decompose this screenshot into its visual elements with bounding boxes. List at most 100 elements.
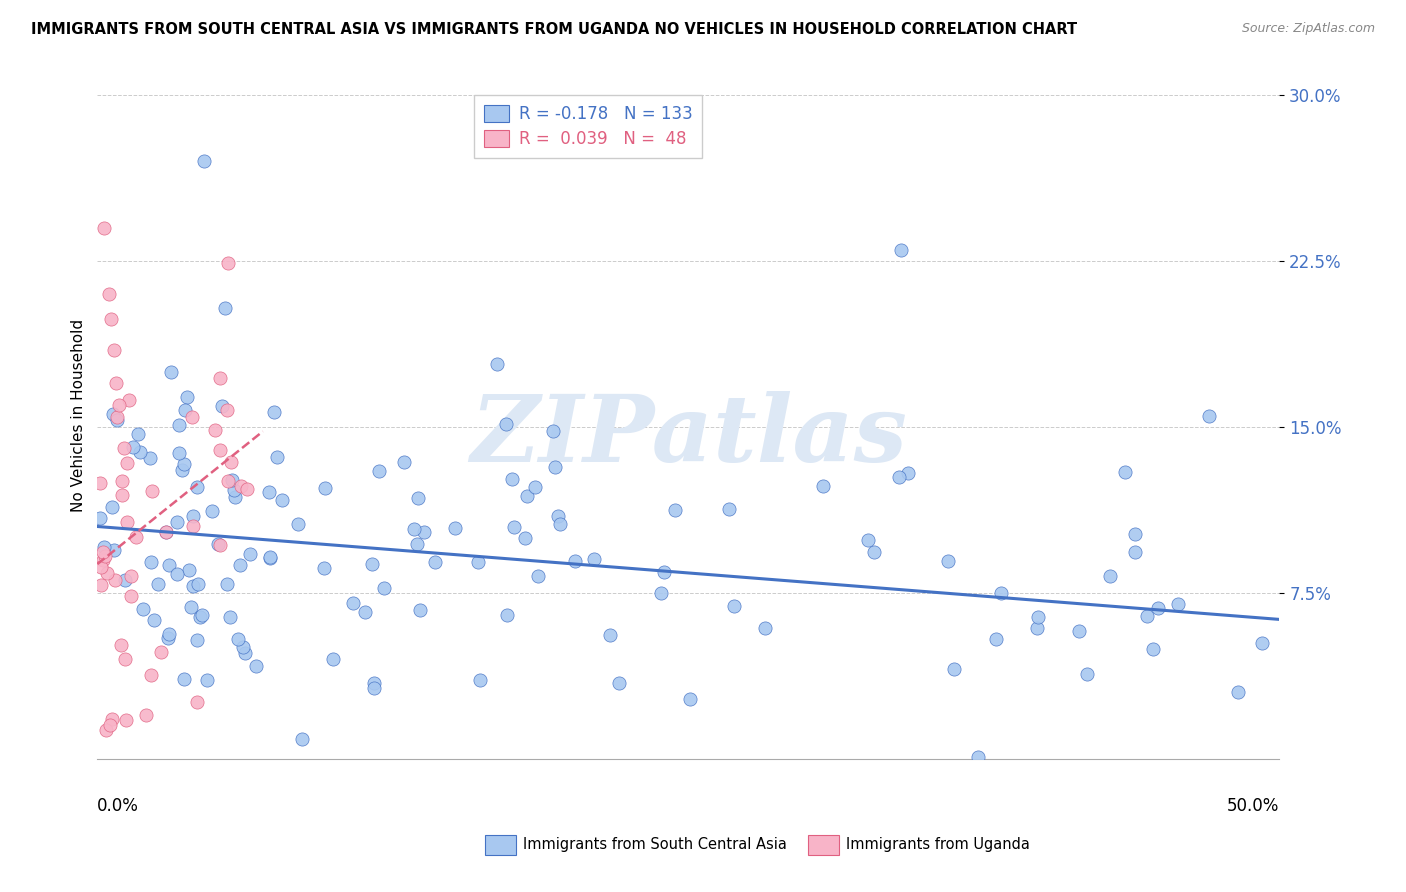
Point <box>224 490 246 504</box>
Point <box>115 713 138 727</box>
Point <box>229 558 252 572</box>
Point <box>363 676 385 690</box>
Point <box>287 516 309 531</box>
Point <box>96 723 118 738</box>
Point <box>413 525 436 540</box>
Point <box>93 544 115 558</box>
Point <box>312 560 335 574</box>
Point <box>96 566 118 581</box>
Point <box>139 450 162 465</box>
Point <box>501 472 523 486</box>
Point <box>495 417 517 431</box>
Point <box>564 554 586 568</box>
Point <box>679 691 702 706</box>
Point <box>1026 621 1049 635</box>
Text: ZIPatlas: ZIPatlas <box>470 392 907 482</box>
Point <box>1067 624 1090 638</box>
Point <box>169 417 191 432</box>
Point <box>402 522 425 536</box>
Point <box>259 550 281 565</box>
Point <box>943 663 966 677</box>
Point <box>583 551 606 566</box>
Point <box>93 220 115 235</box>
Point <box>117 456 139 470</box>
Point <box>94 549 117 563</box>
Point <box>157 627 180 641</box>
Point <box>195 673 218 688</box>
Point <box>181 579 204 593</box>
Text: 50.0%: 50.0% <box>1227 797 1279 814</box>
Point <box>105 409 128 424</box>
Point <box>360 557 382 571</box>
Point <box>652 565 675 579</box>
Point <box>406 491 429 505</box>
Point <box>219 455 242 469</box>
Point <box>257 484 280 499</box>
Point <box>217 474 239 488</box>
Point <box>103 343 125 357</box>
Point <box>259 549 281 564</box>
Point <box>105 412 128 426</box>
Point <box>114 652 136 666</box>
Point <box>217 256 239 270</box>
Point <box>754 621 776 635</box>
Point <box>114 573 136 587</box>
Point <box>314 481 336 495</box>
Point <box>650 586 672 600</box>
Point <box>208 371 231 385</box>
Point <box>187 576 209 591</box>
Point <box>1136 609 1159 624</box>
Point <box>193 154 215 169</box>
Point <box>548 516 571 531</box>
Point <box>128 445 150 459</box>
Point <box>266 450 288 465</box>
Point <box>180 409 202 424</box>
Text: IMMIGRANTS FROM SOUTH CENTRAL ASIA VS IMMIGRANTS FROM UGANDA NO VEHICLES IN HOUS: IMMIGRANTS FROM SOUTH CENTRAL ASIA VS IM… <box>31 22 1077 37</box>
Point <box>186 632 208 647</box>
Point <box>103 543 125 558</box>
Point <box>367 464 389 478</box>
Point <box>104 573 127 587</box>
Point <box>191 608 214 623</box>
Point <box>215 577 238 591</box>
Point <box>173 458 195 472</box>
Point <box>148 577 170 591</box>
Point <box>201 503 224 517</box>
Point <box>664 503 686 517</box>
Point <box>221 474 243 488</box>
Point <box>515 532 537 546</box>
Point <box>111 488 134 502</box>
Point <box>467 555 489 569</box>
Text: Immigrants from South Central Asia: Immigrants from South Central Asia <box>523 838 787 852</box>
Point <box>1123 527 1146 541</box>
Point <box>180 600 202 615</box>
Point <box>135 708 157 723</box>
Point <box>91 553 114 567</box>
Point <box>541 424 564 438</box>
Point <box>897 467 920 481</box>
Point <box>141 667 163 681</box>
Point <box>984 632 1007 646</box>
Point <box>211 400 233 414</box>
Point <box>363 681 385 696</box>
Point <box>502 520 524 534</box>
Point <box>718 501 741 516</box>
Point <box>208 538 231 552</box>
Point <box>112 441 135 455</box>
Point <box>125 530 148 544</box>
Point <box>263 405 285 419</box>
Point <box>373 582 395 596</box>
Point <box>290 732 312 747</box>
Point <box>132 601 155 615</box>
Point <box>141 484 163 499</box>
Point <box>543 459 565 474</box>
Point <box>862 545 884 559</box>
Point <box>181 508 204 523</box>
Point <box>186 480 208 494</box>
Point <box>322 652 344 666</box>
Point <box>229 479 252 493</box>
Text: Immigrants from Uganda: Immigrants from Uganda <box>846 838 1031 852</box>
Point <box>120 568 142 582</box>
Point <box>547 509 569 524</box>
Point <box>107 398 129 412</box>
